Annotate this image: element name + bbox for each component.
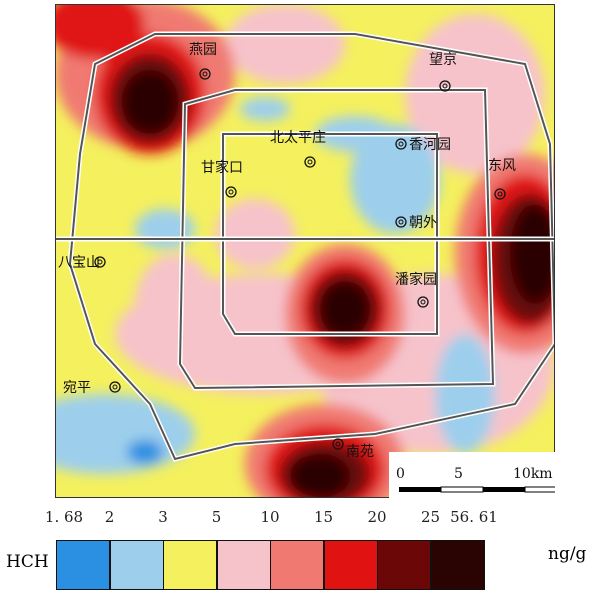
contour-fill (55, 4, 555, 498)
scale-tick: 10km (513, 466, 553, 482)
place-marker: 燕园 (189, 42, 217, 80)
place-marker: 宛平 (63, 380, 121, 396)
place-label: 香河园 (409, 137, 451, 153)
marker-icon (109, 381, 121, 393)
legend-break: 25 (420, 508, 441, 526)
legend-swatch (270, 540, 324, 590)
marker-icon (304, 156, 316, 168)
place-marker: 八宝山 (58, 255, 106, 271)
legend-break: 5 (211, 508, 222, 526)
marker-icon (199, 68, 211, 80)
legend-swatch (216, 540, 271, 590)
place-label: 宛平 (63, 380, 91, 396)
place-label: 八宝山 (58, 255, 100, 271)
ring-roads (55, 31, 555, 462)
legend-break: 10 (260, 508, 280, 526)
place-marker: 甘家口 (201, 159, 243, 198)
legend-swatch (377, 540, 431, 590)
legend-break: 2 (104, 508, 115, 526)
place-marker: 朝外 (395, 215, 437, 231)
place-marker: 潘家园 (395, 271, 437, 308)
place-label: 潘家园 (395, 271, 437, 288)
place-label: 北太平庄 (270, 129, 326, 146)
place-label: 望京 (429, 52, 457, 68)
marker-icon (494, 188, 506, 200)
marker-icon (225, 186, 237, 198)
marker-icon (439, 80, 451, 92)
legend-swatch (56, 540, 110, 590)
legend-unit: ng/g (548, 544, 587, 564)
scale-bar: 0 5 10km (389, 452, 555, 498)
place-marker: 东风 (488, 158, 516, 200)
place-label: 东风 (488, 158, 516, 174)
legend-break: 20 (367, 508, 387, 526)
legend: HCH ng/g 1. 68 2 3 5 10 15 20 25 56. 61 (0, 500, 600, 590)
legend-swatch (323, 540, 378, 590)
marker-icon (332, 438, 344, 450)
legend-break: 15 (313, 508, 334, 526)
marker-icon (395, 138, 407, 150)
place-marker: 香河园 (395, 137, 451, 153)
place-label: 甘家口 (201, 159, 243, 176)
legend-swatch (430, 540, 485, 590)
legend-break: 56. 61 (450, 508, 498, 526)
legend-label: HCH (6, 552, 49, 572)
marker-icon (417, 296, 429, 308)
legend-swatch (163, 540, 217, 590)
marker-icon (94, 256, 106, 268)
scale-tick: 5 (454, 466, 463, 482)
legend-break: 3 (158, 508, 168, 526)
legend-break: 1. 68 (44, 508, 84, 526)
legend-swatch (109, 540, 164, 590)
place-marker: 北太平庄 (270, 129, 326, 168)
place-label: 朝外 (409, 215, 437, 231)
scale-tick: 0 (396, 466, 405, 482)
place-label: 南苑 (346, 444, 374, 460)
place-marker: 望京 (429, 52, 457, 92)
place-label: 燕园 (189, 42, 217, 58)
place-marker: 南苑 (332, 438, 374, 460)
marker-icon (395, 216, 407, 228)
